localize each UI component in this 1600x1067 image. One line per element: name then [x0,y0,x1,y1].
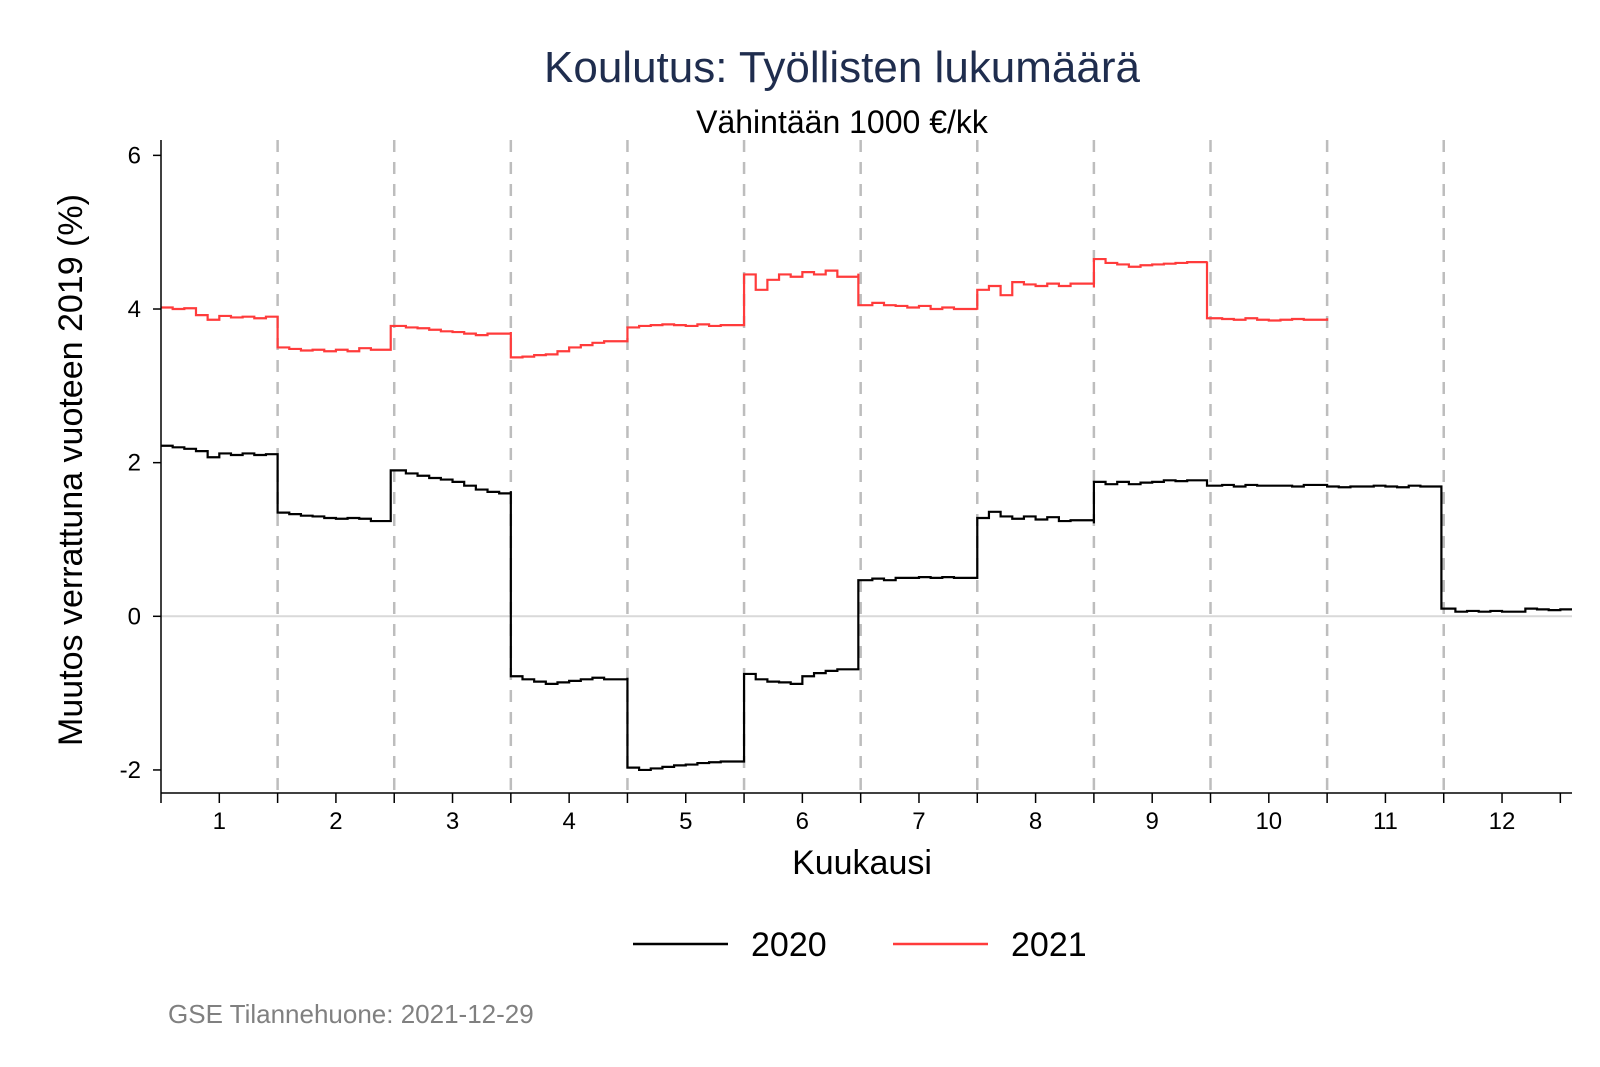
x-tick-label: 11 [1373,808,1398,835]
x-tick-label: 5 [679,808,692,835]
y-axis-label: Muutos verrattuna vuoteen 2019 (%) [52,194,90,746]
legend: 2020 2021 [633,926,1087,964]
x-tick-label: 9 [1146,808,1159,835]
y-tick-label: 0 [128,603,141,630]
series-2020-line [161,444,1572,772]
x-tick-label: 2 [329,808,342,835]
x-tick-label: 10 [1255,808,1282,835]
x-tick-label: 1 [213,808,226,835]
series-2021-line [161,257,1329,359]
x-ticks: 1 2 3 4 5 6 7 8 9 10 11 12 [160,793,1562,835]
x-tick-label: 3 [446,808,459,835]
x-tick-label: 12 [1489,808,1516,835]
y-tick-label: 4 [128,296,141,323]
chart-title: Koulutus: Työllisten lukumäärä [544,43,1140,92]
x-axis-label: Kuukausi [792,844,932,882]
legend-label-2021: 2021 [1011,926,1087,964]
x-tick-label: 8 [1029,808,1042,835]
series-group [161,257,1572,772]
y-tick-label: 6 [128,142,141,169]
legend-label-2020: 2020 [751,926,827,964]
x-tick-label: 7 [912,808,925,835]
source-note: GSE Tilannehuone: 2021-12-29 [168,999,534,1029]
x-tick-label: 6 [796,808,809,835]
y-tick-label: -2 [120,757,141,784]
y-tick-label: 2 [128,450,141,477]
month-separators [276,140,1445,793]
chart-subtitle: Vähintään 1000 €/kk [696,104,989,140]
y-ticks: 6 4 2 0 -2 [120,142,161,784]
x-tick-label: 4 [562,808,575,835]
